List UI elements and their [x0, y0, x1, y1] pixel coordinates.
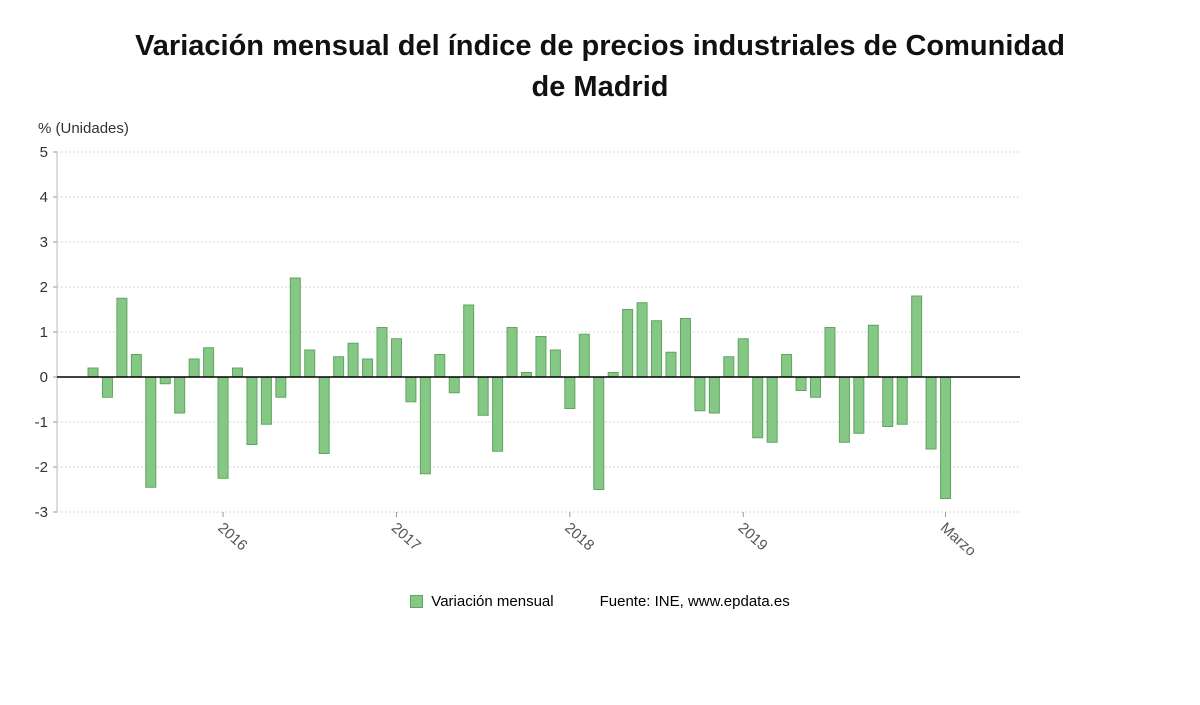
bar [882, 376, 894, 427]
bar [390, 338, 402, 378]
bar [246, 376, 258, 445]
y-tick-label: -3 [35, 504, 48, 521]
bar [752, 376, 764, 439]
bar [232, 367, 243, 378]
bar [795, 376, 807, 391]
bar [318, 376, 330, 454]
bar [203, 347, 215, 378]
x-tick-label: 2019 [735, 519, 771, 554]
bar [275, 376, 287, 398]
bar [853, 376, 865, 434]
bar [477, 376, 489, 416]
bar [333, 356, 345, 378]
bar [708, 376, 720, 414]
bar [694, 376, 706, 412]
bar [130, 354, 142, 378]
y-tick-label: -1 [35, 414, 48, 431]
bar [651, 320, 663, 378]
bar [925, 376, 937, 450]
bar [781, 354, 793, 378]
bar [188, 358, 200, 378]
bar [362, 358, 374, 378]
bar [838, 376, 850, 443]
y-axis-unit-label: % (Unidades) [38, 120, 129, 137]
chart-title-line2: de Madrid [531, 70, 669, 103]
bar [578, 333, 590, 378]
bar [622, 309, 634, 378]
y-tick-label: 4 [40, 189, 48, 206]
bar [448, 376, 460, 394]
y-tick-label: 2 [40, 279, 48, 296]
legend-swatch-icon [410, 595, 424, 608]
x-tick-label: 2016 [214, 519, 250, 554]
bar [636, 302, 648, 378]
bar [260, 376, 272, 425]
bar [289, 277, 301, 378]
bar [347, 342, 359, 378]
bar [434, 354, 446, 378]
legend-label: Variación mensual [431, 593, 554, 610]
y-tick-label: 0 [40, 369, 48, 386]
bar [737, 338, 749, 378]
y-tick-label: 3 [40, 234, 48, 251]
bar [101, 376, 113, 398]
bar [159, 376, 171, 385]
bar [506, 327, 518, 378]
bar [145, 376, 157, 488]
bar [665, 351, 677, 378]
bar [911, 295, 923, 378]
bar [174, 376, 186, 414]
bar [679, 318, 691, 378]
bar [419, 376, 431, 475]
bar [810, 376, 821, 398]
y-tick-label: -2 [35, 459, 48, 476]
bar [463, 304, 475, 378]
chart-title-line1: Variación mensual del índice de precios … [135, 30, 1065, 62]
bar [492, 376, 504, 452]
bar [116, 297, 128, 378]
bar-chart: 5 4 3 2 1 0 -1 -2 -3 2016 2017 2018 2019 Marzo [35, 145, 1020, 560]
bar [564, 376, 576, 409]
bar [723, 356, 735, 378]
bar [824, 327, 836, 378]
bar [867, 324, 879, 378]
bar [535, 336, 547, 378]
bar [766, 376, 778, 443]
chart-title: Variación mensual del índice de precios … [20, 26, 1180, 107]
x-tick-label: Marzo [937, 519, 979, 560]
x-tick-label: 2017 [388, 519, 424, 554]
bar [593, 376, 605, 490]
bar [405, 376, 417, 403]
bar [549, 349, 561, 378]
source-label: Fuente: INE, www.epdata.es [599, 593, 790, 610]
bar [376, 327, 388, 378]
y-tick-label: 5 [40, 145, 48, 161]
legend-item: Variación mensual [410, 593, 554, 610]
bar [940, 376, 952, 499]
bar [217, 376, 229, 479]
y-tick-label: 1 [40, 324, 48, 341]
legend-row: Variación mensual Fuente: INE, www.epdat… [0, 593, 1200, 610]
x-tick-label: 2018 [561, 519, 597, 554]
bar [87, 367, 99, 378]
bar [304, 349, 316, 378]
bar [896, 376, 908, 425]
